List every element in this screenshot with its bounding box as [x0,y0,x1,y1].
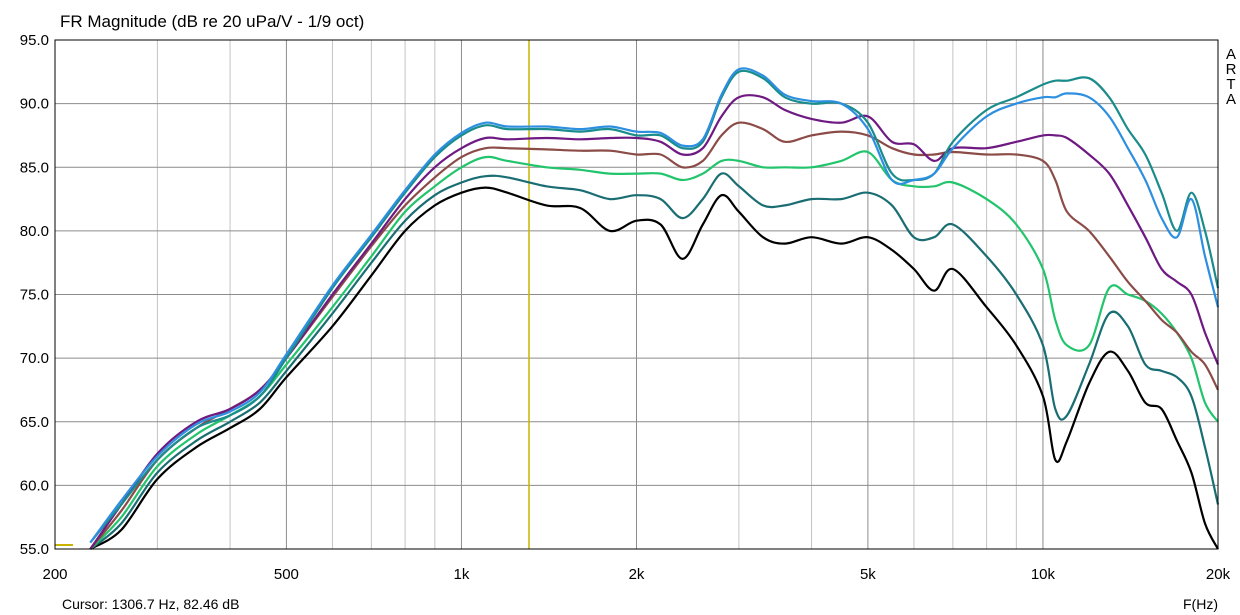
y-tick-label: 80.0 [20,223,49,240]
series-layer [89,67,1220,550]
series-line-2 [89,172,1220,550]
y-tick-label: 75.0 [20,287,49,304]
x-tick-label: 5k [860,566,876,583]
y-axis-ticks: 55.0 60.0 65.0 70.0 75.0 80.0 85.0 90.0 95.0 [20,32,49,558]
series-line-3 [89,150,1219,550]
x-tick-label: 1k [454,566,470,583]
y-tick-label: 95.0 [20,32,49,49]
x-tick-label: 20k [1206,566,1231,583]
x-tick-label: 500 [274,566,299,583]
series-line-1 [89,186,1219,550]
y-tick-label: 65.0 [20,414,49,431]
cursor-layer [55,40,530,549]
y-tick-label: 60.0 [20,477,49,494]
chart-title: FR Magnitude (dB re 20 uPa/V - 1/9 oct) [60,12,364,31]
series-line-7 [89,67,1220,544]
x-tick-label: 10k [1031,566,1056,583]
arta-letter: A [1226,46,1236,63]
x-axis-label: F(Hz) [1183,596,1218,612]
arta-letter: T [1226,76,1235,93]
arta-letter: R [1226,61,1237,78]
x-tick-label: 200 [42,566,67,583]
cursor-readout: Cursor: 1306.7 Hz, 82.46 dB [62,596,239,612]
x-axis-ticks: 200 500 1k 2k 5k 10k 20k [42,566,1230,583]
y-tick-label: 55.0 [20,541,49,558]
y-tick-label: 70.0 [20,350,49,367]
y-tick-label: 85.0 [20,159,49,176]
y-tick-label: 90.0 [20,96,49,113]
series-line-4 [89,121,1219,550]
series-line-6 [89,69,1220,544]
series-line-5 [89,94,1220,550]
plot-frame [54,39,1219,550]
x-tick-label: 2k [629,566,645,583]
arta-letter: A [1226,91,1236,108]
